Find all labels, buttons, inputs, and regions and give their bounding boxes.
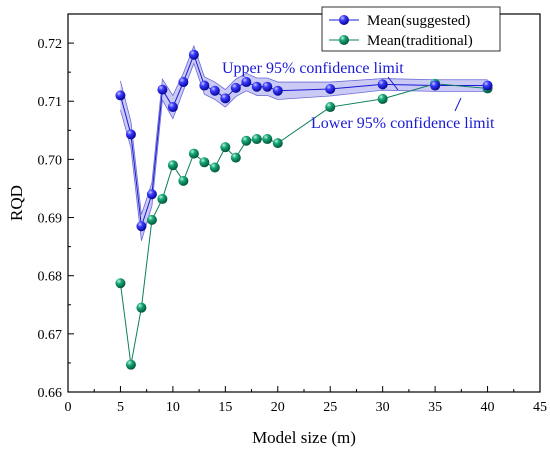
x-tick-label: 15 [218, 400, 232, 415]
data-point-traditional [188, 148, 199, 159]
data-point-suggested [146, 189, 157, 200]
annotation-upper-text: Upper 95% confidence limit [222, 60, 404, 77]
data-point-traditional [262, 134, 273, 145]
data-point-traditional [199, 157, 210, 168]
annotation-lower-text: Lower 95% confidence limit [311, 115, 495, 132]
data-point-traditional [157, 193, 168, 204]
x-tick-label: 40 [481, 400, 495, 415]
annotation-lower-pointer [454, 97, 462, 112]
annotation-lower: Lower 95% confidence limit [311, 97, 495, 132]
legend-label-suggested: Mean(suggested) [367, 13, 470, 29]
legend: Mean(suggested) Mean(traditional) [321, 6, 501, 52]
data-point-suggested [209, 85, 220, 96]
x-tick-label: 30 [376, 400, 390, 415]
data-point-suggested [430, 80, 441, 91]
y-tick-label: 0.68 [38, 270, 63, 285]
y-axis-ticks: 0.66 0.67 0.68 0.69 0.70 0.71 0.72 [38, 37, 74, 401]
data-point-suggested [325, 84, 336, 95]
x-tick-label: 45 [533, 400, 547, 415]
y-tick-label: 0.72 [38, 37, 63, 52]
data-point-suggested [125, 129, 136, 140]
data-point-traditional [241, 135, 252, 146]
x-tick-label: 25 [323, 400, 337, 415]
data-point-traditional [115, 278, 126, 289]
series-line-suggested [119, 53, 488, 227]
legend-label-traditional: Mean(traditional) [367, 33, 473, 49]
x-tick-label: 5 [117, 400, 124, 415]
data-point-suggested [167, 102, 178, 113]
data-point-suggested [157, 84, 168, 95]
series-markers [115, 49, 493, 370]
data-point-traditional [136, 302, 147, 313]
series-lines [119, 53, 488, 365]
data-point-suggested [251, 81, 262, 92]
data-point-traditional [272, 138, 283, 149]
data-point-traditional [178, 175, 189, 186]
y-axis-title: RQD [7, 185, 26, 221]
data-point-suggested [241, 77, 252, 88]
data-point-suggested [377, 79, 388, 90]
data-point-traditional [230, 152, 241, 163]
y-tick-label: 0.66 [38, 386, 63, 401]
data-point-traditional [325, 102, 336, 113]
data-point-suggested [262, 81, 273, 92]
annotation-upper: Upper 95% confidence limit [222, 60, 404, 91]
x-tick-label: 20 [271, 400, 285, 415]
upper-confidence-line [120, 44, 488, 215]
data-point-suggested [482, 80, 493, 91]
data-point-suggested [178, 77, 189, 88]
data-point-traditional [146, 214, 157, 225]
data-point-suggested [188, 49, 199, 60]
data-point-suggested [136, 221, 147, 232]
data-point-traditional [220, 142, 231, 153]
y-tick-label: 0.70 [38, 153, 63, 168]
data-point-traditional [125, 359, 136, 370]
y-tick-label: 0.67 [38, 328, 63, 343]
data-point-suggested [199, 80, 210, 91]
legend-marker-traditional [339, 35, 349, 45]
legend-marker-suggested [339, 15, 349, 25]
data-point-traditional [251, 134, 262, 145]
legend-box [321, 6, 501, 52]
y-tick-label: 0.71 [38, 95, 63, 110]
x-tick-label: 10 [166, 400, 180, 415]
x-axis-title: Model size (m) [252, 428, 356, 447]
data-point-traditional [209, 162, 220, 173]
y-tick-label: 0.69 [38, 212, 63, 227]
data-point-traditional [167, 160, 178, 171]
data-point-traditional [377, 93, 388, 104]
data-point-suggested [230, 82, 241, 93]
lower-confidence-line [120, 62, 488, 241]
data-point-suggested [115, 90, 126, 101]
annotation-upper-pointer [387, 76, 399, 91]
x-tick-label: 0 [65, 400, 72, 415]
data-point-suggested [220, 93, 231, 104]
x-axis-ticks: 0 5 10 15 20 25 30 35 40 45 [65, 386, 547, 415]
x-tick-label: 35 [428, 400, 442, 415]
data-point-suggested [272, 85, 283, 96]
